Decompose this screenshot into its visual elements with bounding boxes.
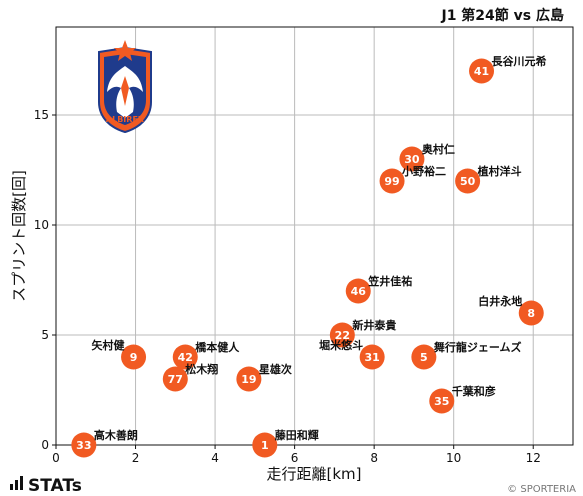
point-marker <box>172 344 198 370</box>
player-number: 33 <box>76 439 91 452</box>
player-number: 1 <box>261 439 269 452</box>
point-marker <box>469 58 495 84</box>
data-points: 41長谷川元希30奥村仁99小野裕二50植村洋斗46笠井佳祐8白井永地22新井泰… <box>71 54 547 458</box>
stats-bar-icon-1 <box>10 484 13 490</box>
point-marker <box>359 344 385 370</box>
player-number: 8 <box>527 307 535 320</box>
albirex-logo: ALBIREX <box>98 40 152 134</box>
point-marker <box>411 344 437 370</box>
player-number: 42 <box>178 351 193 364</box>
x-tick-label: 6 <box>291 451 299 465</box>
chart-title: J1 第24節 vs 広島 <box>440 7 564 24</box>
player-name: 植村洋斗 <box>477 164 522 178</box>
data-point: 1 藤田和輝 <box>252 428 319 458</box>
point-marker <box>71 432 97 458</box>
point-marker <box>379 168 405 194</box>
data-point: 8 白井永地 <box>478 294 544 326</box>
x-tick-label: 12 <box>526 451 541 465</box>
data-point: 9 矢村健 <box>92 338 147 370</box>
point-marker <box>252 432 278 458</box>
player-number: 77 <box>168 373 183 386</box>
y-tick-label: 10 <box>34 218 49 232</box>
player-name: 橋本健人 <box>195 340 240 354</box>
player-number: 31 <box>365 351 380 364</box>
stats-bar-icon-2 <box>15 480 18 490</box>
logo-text: ALBIREX <box>106 115 145 124</box>
player-name: 高木善朗 <box>94 428 138 442</box>
x-tick-label: 10 <box>446 451 461 465</box>
player-name: 白井永地 <box>478 294 522 308</box>
player-name: 星雄次 <box>259 362 292 376</box>
player-name: 舞行龍ジェームズ <box>434 340 522 354</box>
player-name: 千葉和彦 <box>452 384 496 398</box>
stats-bar-icon-3 <box>20 476 23 490</box>
y-axis-label: スプリント回数[回] <box>10 170 28 302</box>
point-marker <box>236 366 262 392</box>
x-tick-label: 2 <box>132 451 140 465</box>
player-number: 22 <box>335 329 350 342</box>
point-marker <box>345 278 371 304</box>
point-marker <box>399 146 425 172</box>
player-name: 堀米悠斗 <box>319 338 363 352</box>
point-marker <box>455 168 481 194</box>
player-number: 30 <box>404 153 420 166</box>
x-tick-label: 4 <box>211 451 219 465</box>
player-name: 笠井佳祐 <box>367 274 412 288</box>
player-number: 9 <box>130 351 138 364</box>
player-number: 41 <box>474 65 489 78</box>
x-tick-label: 8 <box>370 451 378 465</box>
player-name: 長谷川元希 <box>492 54 547 68</box>
credit-text: © SPORTERIA <box>507 484 576 495</box>
point-marker <box>518 300 544 326</box>
y-tick-label: 5 <box>41 328 49 342</box>
player-number: 99 <box>384 175 399 188</box>
player-name: 小野裕二 <box>401 164 446 178</box>
data-point: 5 舞行龍ジェームズ <box>411 340 522 370</box>
player-number: 46 <box>351 285 367 298</box>
point-marker <box>429 388 455 414</box>
player-number: 35 <box>434 395 449 408</box>
stats-brand-text: STATs <box>28 476 82 496</box>
y-tick-label: 15 <box>34 108 49 122</box>
player-number: 5 <box>420 351 428 364</box>
player-name: 矢村健 <box>92 338 126 352</box>
y-tick-label: 0 <box>41 438 49 452</box>
player-name: 奥村仁 <box>421 142 455 156</box>
player-name: 新井泰貴 <box>352 318 396 332</box>
x-tick-label: 0 <box>52 451 60 465</box>
point-marker <box>121 344 147 370</box>
point-marker <box>162 366 188 392</box>
stats-brand: STATs <box>10 476 82 496</box>
player-name: 藤田和輝 <box>275 428 319 442</box>
player-number: 19 <box>241 373 256 386</box>
plot-frame <box>55 26 574 446</box>
player-name: 松木翔 <box>185 362 218 376</box>
point-marker <box>329 322 355 348</box>
x-axis-label: 走行距離[km] <box>266 465 361 483</box>
player-number: 50 <box>460 175 476 188</box>
